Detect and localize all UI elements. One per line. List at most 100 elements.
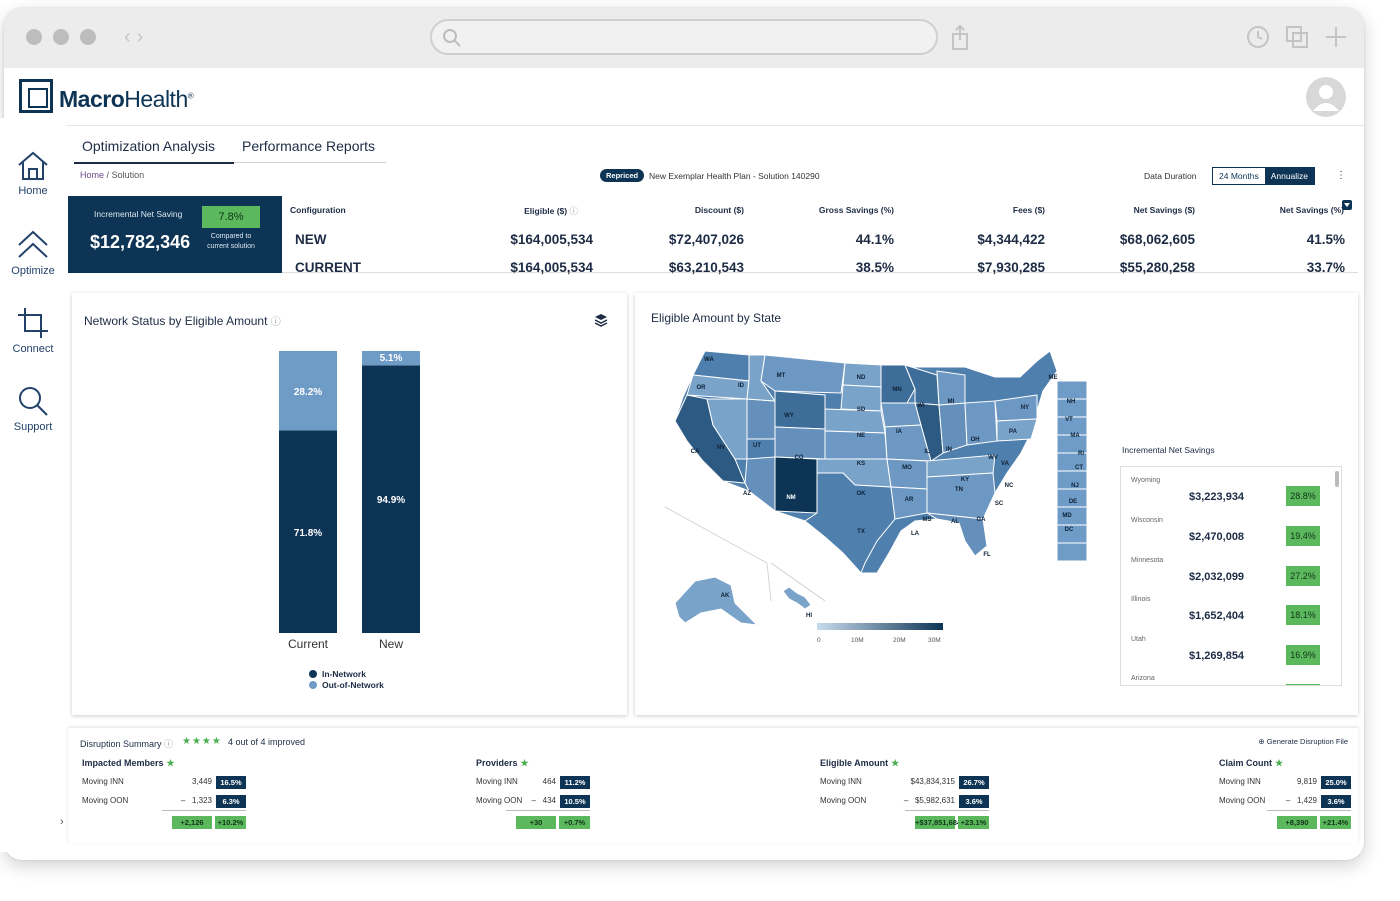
- state-label: DE: [1069, 499, 1077, 505]
- card-title: Eligible Amount by State: [651, 311, 782, 325]
- state-label: IN: [946, 447, 952, 453]
- breadcrumb-home-link[interactable]: Home: [80, 170, 105, 180]
- state-label: KS: [857, 461, 865, 467]
- annualize-option[interactable]: Annualize: [1264, 168, 1315, 184]
- scale-tick: 20M: [893, 637, 906, 644]
- moving-oon-label: Moving OON: [820, 796, 867, 805]
- info-icon: ⓘ: [270, 317, 281, 328]
- kpi-percent-badge: 7.8%: [202, 206, 260, 228]
- moving-oon-percent: 10.5%: [560, 795, 590, 808]
- list-scrollbar[interactable]: [1335, 471, 1339, 487]
- state-label: VT: [1065, 417, 1073, 423]
- us-state-map[interactable]: WA OR CA ID NV MT WY UT AZ NM CO ND SD NE KS OK TX MN IA MO…: [665, 341, 1095, 631]
- data-label: 5.1%: [380, 353, 403, 364]
- columns-dropdown-button[interactable]: [1342, 200, 1352, 210]
- state-label: OH: [971, 437, 980, 443]
- kpi-label: Incremental Net Saving: [94, 209, 183, 219]
- chevron-up-icon: [18, 230, 48, 258]
- state-label: TX: [857, 529, 865, 535]
- state-label: MN: [892, 387, 901, 393]
- duration-24-months-option[interactable]: 24 Months: [1213, 168, 1265, 184]
- cell-eligible: $164,005,534: [510, 260, 593, 275]
- tab-optimization-analysis[interactable]: Optimization Analysis: [74, 134, 234, 164]
- sidebar-item-optimize[interactable]: Optimize: [0, 228, 66, 277]
- window-close-dot[interactable]: [26, 29, 42, 45]
- moving-inn-percent: 11.2%: [560, 776, 590, 789]
- moving-inn-label: Moving INN: [476, 777, 518, 786]
- moving-inn-percent: 26.7%: [959, 776, 989, 789]
- breadcrumb-current: Solution: [111, 170, 145, 180]
- state-label: AR: [905, 497, 914, 503]
- logo-mark[interactable]: [19, 79, 53, 113]
- state-label: IA: [896, 429, 903, 435]
- star-icon: ★: [1275, 758, 1284, 768]
- state-label: DC: [1065, 527, 1074, 533]
- cell-gross: 38.5%: [855, 260, 894, 275]
- group-title: Eligible Amount ★: [820, 758, 900, 768]
- cell-net-pct: 41.5%: [1306, 232, 1345, 247]
- state-label: PA: [1009, 429, 1018, 435]
- moving-inn-label: Moving INN: [820, 777, 862, 786]
- star-icon: ★: [166, 758, 175, 768]
- cell-eligible: $164,005,534: [510, 232, 593, 247]
- category-label: Current: [288, 637, 329, 651]
- bar-current-in-network[interactable]: [279, 430, 337, 633]
- bar-current-out-of-network[interactable]: [279, 351, 337, 431]
- state-label: WA: [704, 357, 714, 363]
- new-tab-icon[interactable]: [1324, 25, 1348, 49]
- group-title: Providers ★: [476, 758, 529, 768]
- state-label: VA: [1001, 461, 1010, 467]
- info-icon: ⓘ: [569, 206, 578, 216]
- state-label: FL: [983, 552, 991, 558]
- tabs-icon[interactable]: [1285, 25, 1309, 49]
- star-icon: ★: [520, 758, 529, 768]
- share-icon[interactable]: [950, 25, 970, 51]
- moving-oon-value: – 1,323: [180, 796, 212, 805]
- tab-performance-reports[interactable]: Performance Reports: [234, 134, 386, 163]
- state-label: TN: [955, 487, 963, 493]
- network-status-bar-chart: 71.8% 28.2% Current 94.9% 5.1% New: [279, 351, 420, 651]
- legend-out-of-network: Out-of-Network: [309, 680, 384, 690]
- more-options-button[interactable]: ⋮: [1336, 170, 1346, 181]
- incremental-net-savings-list[interactable]: Wyoming $3,223,934 28.8% Wisconsin $2,470,0…: [1120, 466, 1342, 686]
- disruption-summary: Disruption Summary ⓘ ★★★★ 4 out of 4 imp…: [68, 728, 1358, 844]
- rating-stars: ★★★★: [182, 736, 222, 747]
- state-label: RI: [1078, 451, 1084, 457]
- window-zoom-dot[interactable]: [80, 29, 96, 45]
- generate-disruption-file-button[interactable]: ⊕ Generate Disruption File: [1258, 737, 1348, 746]
- net-change-value: +$37,851,684: [915, 816, 962, 829]
- sidebar-item-home[interactable]: Home: [0, 150, 66, 197]
- logo[interactable]: MacroHealth®: [59, 86, 194, 112]
- insights-title: Incremental Net Savings: [1122, 445, 1215, 455]
- sidebar-item-support[interactable]: Support: [0, 384, 66, 433]
- sidebar-item-connect[interactable]: Connect: [0, 306, 66, 355]
- address-bar[interactable]: [430, 19, 938, 55]
- state-label: MD: [1062, 513, 1072, 519]
- state-label: LA: [911, 531, 920, 537]
- window-minimize-dot[interactable]: [53, 29, 69, 45]
- sidebar-item-label: Home: [18, 185, 48, 197]
- state-label: OK: [857, 491, 867, 497]
- bar-new-in-network[interactable]: [362, 365, 420, 633]
- scale-tick: 10M: [851, 637, 864, 644]
- moving-inn-label: Moving INN: [82, 777, 124, 786]
- bar-new-out-of-network[interactable]: [362, 351, 420, 366]
- network-status-card: Network Status by Eligible Amount ⓘ 71.8…: [72, 293, 627, 715]
- net-change-value: +2,126: [172, 816, 212, 829]
- state-label: ND: [857, 375, 866, 381]
- moving-oon-percent: 3.6%: [1321, 795, 1351, 808]
- history-icon[interactable]: [1246, 25, 1270, 49]
- state-label: HI: [806, 613, 812, 619]
- state-label: IL: [924, 449, 930, 455]
- state-label: WY: [784, 413, 794, 419]
- back-forward-icon[interactable]: ‹›: [124, 26, 150, 48]
- avatar[interactable]: [1306, 77, 1346, 117]
- chevron-right-icon[interactable]: ›: [60, 816, 64, 828]
- state-label: NM: [786, 495, 795, 501]
- state-label: WV: [988, 455, 998, 461]
- layers-icon[interactable]: [594, 313, 608, 327]
- state-label: NJ: [1071, 483, 1079, 489]
- home-icon: [18, 151, 48, 180]
- category-label: New: [379, 637, 403, 651]
- browser-toolbar: ‹›: [4, 8, 1364, 68]
